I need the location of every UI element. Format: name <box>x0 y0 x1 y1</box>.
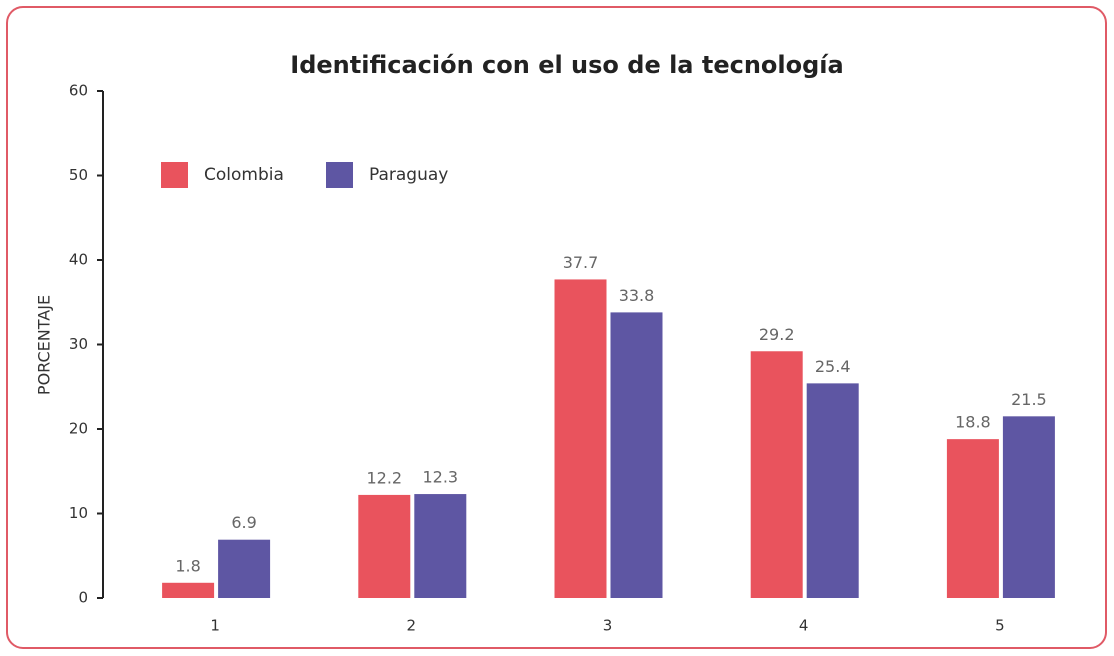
value-label: 37.7 <box>563 253 599 272</box>
y-tick-label: 60 <box>69 82 88 100</box>
x-tick-label: 1 <box>210 617 220 635</box>
bar <box>806 383 859 598</box>
bar <box>554 279 607 598</box>
x-tick-label: 4 <box>799 617 809 635</box>
value-label: 1.8 <box>175 556 200 575</box>
value-label: 18.8 <box>955 413 991 432</box>
legend-label: Colombia <box>204 165 284 185</box>
bar <box>610 312 663 598</box>
legend-swatch <box>161 162 188 188</box>
legend-swatch <box>326 162 353 188</box>
x-tick-label: 3 <box>603 617 613 635</box>
bar <box>750 351 803 598</box>
value-label: 12.2 <box>366 468 402 487</box>
bar <box>414 494 467 598</box>
value-label: 21.5 <box>1011 390 1047 409</box>
bar <box>218 539 271 598</box>
bar <box>946 439 999 598</box>
x-tick-label: 5 <box>995 617 1005 635</box>
bar <box>1002 416 1055 598</box>
y-tick-label: 50 <box>69 166 88 184</box>
y-tick-label: 30 <box>69 335 88 353</box>
y-tick-label: 10 <box>69 504 88 522</box>
value-label: 33.8 <box>619 286 655 305</box>
x-tick-label: 2 <box>407 617 417 635</box>
value-label: 29.2 <box>759 325 795 344</box>
chart-title: Identificación con el uso de la tecnolog… <box>290 51 843 79</box>
y-tick-label: 0 <box>78 589 88 607</box>
value-label: 6.9 <box>231 513 256 532</box>
value-label: 12.3 <box>422 468 458 487</box>
bar <box>162 582 215 598</box>
value-label: 25.4 <box>815 357 851 376</box>
y-tick-label: 40 <box>69 251 88 269</box>
y-tick-label: 20 <box>69 420 88 438</box>
legend-label: Paraguay <box>369 165 448 185</box>
y-axis-label: PORCENTAJE <box>35 295 54 395</box>
bar <box>358 494 411 598</box>
